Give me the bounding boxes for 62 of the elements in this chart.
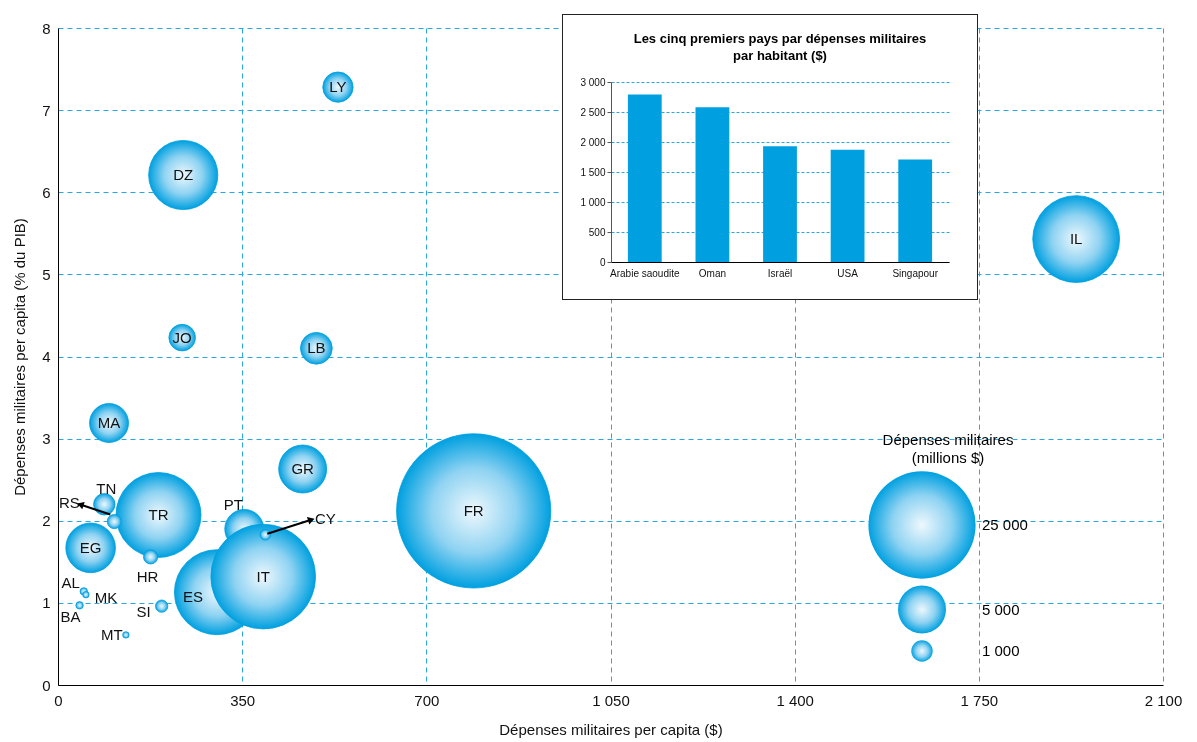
y-tick-label: 2 500: [580, 106, 606, 118]
x-tick-label: 2 100: [1144, 691, 1183, 709]
annotation: MK: [94, 588, 118, 606]
annotation: FR: [463, 501, 484, 519]
annotation: LB: [307, 339, 326, 357]
y-tick-label: 1: [42, 594, 51, 612]
y-tick-label: 0: [42, 676, 51, 694]
x-tick-label: Oman: [698, 267, 727, 279]
annotation: CY: [314, 509, 336, 527]
annotation: TR: [148, 506, 169, 523]
bar: [898, 159, 933, 262]
annotation: PT: [223, 495, 243, 513]
annotation: IL: [1069, 230, 1083, 248]
annotation: GR: [291, 460, 315, 478]
y-tick-label: 6: [42, 183, 51, 201]
annotation: SI: [136, 603, 151, 621]
annotation: BA: [60, 608, 81, 626]
y-tick-label: 500: [588, 226, 606, 238]
y-tick-label: 3: [42, 430, 51, 448]
annotation: DZ: [173, 166, 194, 183]
bar: [830, 149, 865, 262]
x-tick-label: 1 750: [960, 691, 999, 709]
x-tick-label: USA: [837, 267, 859, 279]
bar: [763, 146, 797, 262]
annotation: ES: [182, 588, 203, 606]
x-tick-label: 700: [414, 691, 440, 709]
x-axis-title: Dépenses militaires per capita ($): [499, 720, 723, 738]
legend-label: 1 000: [982, 642, 1020, 659]
chart-title: Les cinq premiers pays par dépenses militaires par habitant ($): [633, 31, 927, 63]
annotation: JO: [172, 328, 192, 346]
y-tick-label: 2 000: [580, 136, 606, 148]
annotation: MT: [101, 625, 123, 643]
y-tick-label: 2: [42, 512, 51, 530]
annotation: IT: [256, 567, 270, 585]
annotation: LY: [329, 78, 347, 96]
annotation: TN: [96, 480, 117, 498]
annotation: AL: [61, 574, 80, 592]
x-tick-label: 350: [230, 691, 256, 709]
y-tick-label: 5: [42, 265, 51, 283]
x-tick-label: 1 050: [592, 691, 630, 709]
legend-label: 5 000: [982, 600, 1020, 618]
annotation: RS: [58, 493, 80, 511]
bar: [627, 94, 662, 262]
x-tick-label: Arabie saoudite: [610, 267, 680, 279]
y-tick-label: 7: [42, 101, 51, 119]
annotation: HR: [136, 567, 159, 585]
annotation: MA: [97, 414, 121, 432]
y-tick-label: 1 500: [580, 166, 606, 178]
y-tick-label: 4: [42, 348, 51, 365]
x-tick-label: Singapour: [892, 267, 939, 279]
bar: [695, 107, 730, 262]
y-tick-label: 8: [42, 19, 51, 37]
y-tick-label: 3 000: [580, 76, 606, 88]
annotation: EG: [79, 538, 102, 556]
y-tick-label: 1 000: [580, 196, 606, 208]
y-tick-label: 0: [599, 256, 606, 268]
x-tick-label: 0: [54, 691, 63, 709]
x-tick-label: 1 400: [776, 691, 814, 709]
y-axis-title: Dépenses militaires per capita (% du PIB): [11, 218, 29, 496]
x-tick-label: Israël: [767, 267, 793, 279]
legend-label: 25 000: [982, 516, 1028, 533]
legend-title: Dépenses militaires (millions $): [882, 431, 1014, 466]
